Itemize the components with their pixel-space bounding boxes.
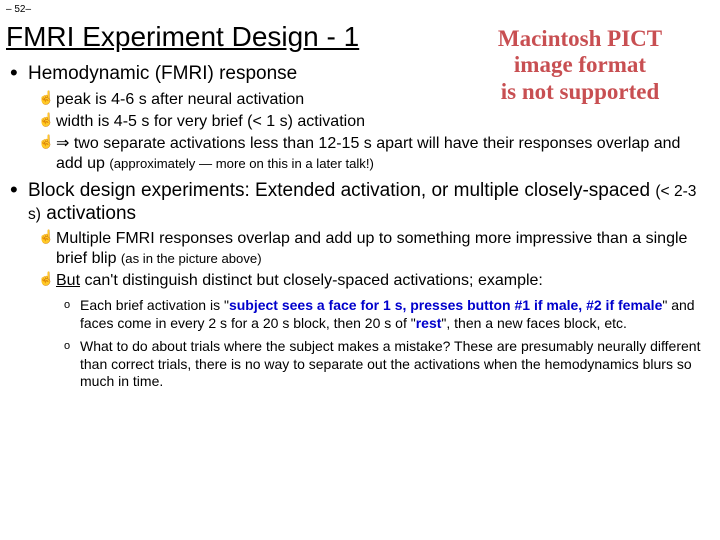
slide-number: – 52– — [0, 0, 720, 15]
emphasis-text: rest — [416, 315, 442, 331]
bullet-block-design: • Block design experiments: Extended act… — [10, 180, 710, 226]
hand-icon: ☝ — [38, 229, 56, 269]
hand-icon: ☝ — [38, 271, 56, 291]
sub-text: width is 4-5 s for very brief (< 1 s) ac… — [56, 112, 710, 132]
hand-icon: ☝ — [38, 134, 56, 174]
subsub-list: o Each brief activation is "subject sees… — [64, 297, 710, 391]
bullet-text-part: Block design experiments: Extended activ… — [28, 180, 655, 201]
bullet-dot-icon: • — [10, 63, 28, 86]
pict-image-placeholder: Macintosh PICT image format is not suppo… — [446, 26, 714, 105]
sub-bullet: ☝ width is 4-5 s for very brief (< 1 s) … — [38, 112, 710, 132]
o-icon: o — [64, 338, 80, 391]
sub-text-small: (as in the picture above) — [121, 251, 262, 266]
sub-text: Multiple FMRI responses overlap and add … — [56, 229, 710, 269]
bullet-dot-icon: • — [10, 180, 28, 226]
sub-text: ⇒ two separate activations less than 12-… — [56, 134, 710, 174]
sub-bullet: ☝ But can't distinguish distinct but clo… — [38, 271, 710, 291]
emphasis-text: subject sees a face for 1 s, presses but… — [229, 297, 662, 313]
subsub-text: What to do about trials where the subjec… — [80, 338, 710, 391]
bullet-text: Block design experiments: Extended activ… — [28, 180, 710, 226]
sub-text-small: (approximately — more on this in a later… — [109, 156, 373, 171]
subsub-text-part: Each brief activation is " — [80, 297, 229, 313]
bullet-text-part: activations — [41, 203, 136, 224]
sub-bullet: ☝ ⇒ two separate activations less than 1… — [38, 134, 710, 174]
sub-text-part: can't distinguish distinct but closely-s… — [80, 272, 543, 289]
placeholder-line: Macintosh PICT — [498, 26, 662, 51]
placeholder-line: is not supported — [501, 79, 659, 104]
sub-text: But can't distinguish distinct but close… — [56, 271, 710, 291]
subsub-bullet: o Each brief activation is "subject sees… — [64, 297, 710, 332]
hand-icon: ☝ — [38, 90, 56, 110]
sub-bullet: ☝ Multiple FMRI responses overlap and ad… — [38, 229, 710, 269]
placeholder-line: image format — [514, 52, 646, 77]
subsub-text-part: ", then a new faces block, etc. — [441, 315, 627, 331]
o-icon: o — [64, 297, 80, 332]
sub-list: ☝ Multiple FMRI responses overlap and ad… — [38, 229, 710, 291]
sub-text-underline: But — [56, 272, 80, 289]
arrow-icon: ⇒ — [56, 135, 69, 152]
hand-icon: ☝ — [38, 112, 56, 132]
subsub-text: Each brief activation is "subject sees a… — [80, 297, 710, 332]
subsub-bullet: o What to do about trials where the subj… — [64, 338, 710, 391]
